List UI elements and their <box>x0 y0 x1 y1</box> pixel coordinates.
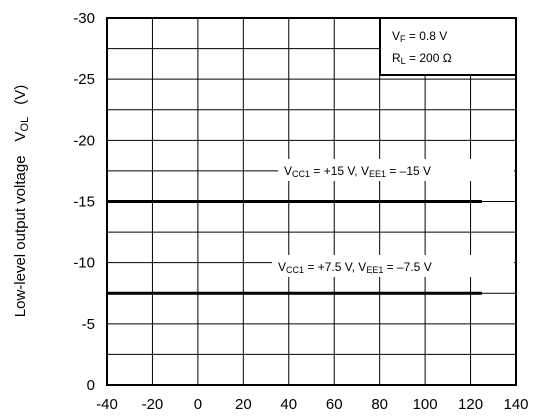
x-tick-label: 20 <box>235 396 252 413</box>
series-lines <box>107 200 482 295</box>
y-tick-label: -10 <box>73 255 95 272</box>
y-tick-label: -30 <box>73 10 95 27</box>
y-axis-title: Low-level output voltageVOL(V) <box>12 85 31 317</box>
x-tick-label: 140 <box>503 396 528 413</box>
conditions-box-frame <box>379 17 517 76</box>
series-label-15v: VCC1 = +15 V, VEE1 = –15 V <box>278 159 514 181</box>
series-label-7-5v-text: VCC1 = +7.5 V, VEE1 = –7.5 V <box>278 260 432 275</box>
x-tick-label: 60 <box>326 396 343 413</box>
x-tick-label: 100 <box>413 396 438 413</box>
series-label-7-5v-bg <box>272 255 514 277</box>
x-tick-label: -20 <box>142 396 164 413</box>
condition-rl: RL = 200 Ω <box>392 51 452 66</box>
x-tick-label: 120 <box>458 396 483 413</box>
x-tick-label: 40 <box>280 396 297 413</box>
conditions-box: VF = 0.8 V RL = 200 Ω <box>379 17 517 76</box>
y-tick-label: 0 <box>87 377 95 394</box>
series-label-15v-text: VCC1 = +15 V, VEE1 = –15 V <box>284 164 431 179</box>
y-tick-label: -25 <box>73 71 95 88</box>
x-tick-label: 0 <box>194 396 202 413</box>
condition-vf: VF = 0.8 V <box>392 29 447 44</box>
y-tick-labels: 0 -5 -10 -15 -20 -25 -30 <box>73 10 95 394</box>
y-tick-label: -15 <box>73 194 95 211</box>
series-label-7-5v: VCC1 = +7.5 V, VEE1 = –7.5 V <box>272 255 514 277</box>
x-tick-labels: -40 -20 0 20 40 60 80 100 120 140 <box>96 396 528 413</box>
x-tick-label: 80 <box>371 396 388 413</box>
y-tick-label: -5 <box>82 316 95 333</box>
y-tick-label: -20 <box>73 132 95 149</box>
series-label-15v-bg <box>278 159 514 181</box>
x-tick-label: -40 <box>96 396 118 413</box>
